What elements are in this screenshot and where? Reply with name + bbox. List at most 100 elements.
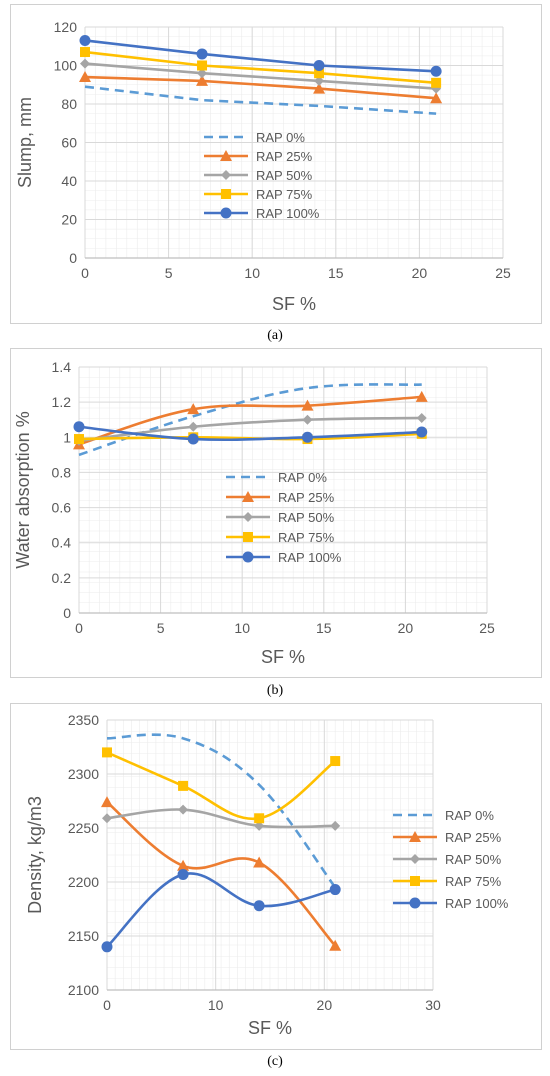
y-tick-label: 60	[61, 135, 77, 151]
x-tick-label: 0	[81, 265, 89, 281]
series-line-rap-100	[84, 39, 437, 73]
x-tick-label: 20	[398, 620, 414, 636]
series-line-rap-50	[106, 808, 336, 829]
y-tick-label: 20	[61, 212, 77, 228]
y-axis-title: Water absorption %	[13, 411, 33, 568]
legend-label: RAP 50%	[256, 168, 313, 183]
y-tick-label: 80	[61, 96, 77, 112]
data-point	[196, 48, 208, 60]
y-tick-label: 0.6	[52, 500, 72, 516]
legend-label: RAP 75%	[445, 874, 502, 889]
x-tick-label: 10	[244, 265, 260, 281]
chart-panel-c: 2100 2150 2200 2250 2300 2350 0 10 20 30 SF % Densi…	[10, 703, 542, 1050]
data-point	[102, 747, 112, 758]
series-line-rap-0	[84, 85, 437, 115]
data-point	[416, 426, 428, 438]
y-tick-label: 2300	[68, 766, 99, 782]
x-tick-label: 30	[425, 997, 441, 1013]
water-absorption-chart: 0 0.2 0.4 0.6 0.8 1 1.2 1.4 0 5 10 15 20 25 SF % Water …	[13, 359, 495, 667]
series-line-rap-75	[84, 50, 437, 85]
series-rap-100	[79, 34, 442, 77]
legend-label: RAP 75%	[278, 530, 335, 545]
y-tick-label: 0.8	[52, 464, 72, 480]
chart-panel-b: 0 0.2 0.4 0.6 0.8 1 1.2 1.4 0 5 10 15 20 25 SF % Water …	[10, 348, 542, 678]
data-point	[178, 804, 189, 815]
legend-marker	[243, 532, 253, 542]
x-tick-label: 5	[165, 265, 173, 281]
x-tick-label: 15	[316, 620, 332, 636]
data-point	[301, 431, 313, 443]
y-tick-label: 40	[61, 173, 77, 189]
data-point	[416, 412, 427, 423]
data-point	[302, 414, 313, 425]
x-tick-label: 10	[208, 997, 224, 1013]
y-tick-label: 2250	[68, 820, 99, 836]
series-rap-50	[102, 804, 341, 831]
series-line-rap-0	[106, 733, 337, 889]
series-rap-75	[102, 747, 341, 824]
series-rap-25	[79, 71, 443, 104]
data-point	[253, 856, 266, 868]
legend-marker	[242, 491, 254, 502]
data-point	[178, 780, 189, 791]
legend-label: RAP 75%	[256, 187, 313, 202]
legend-marker	[409, 897, 421, 909]
data-point	[313, 60, 325, 71]
x-tick-label: 10	[234, 620, 250, 636]
x-tick-label: 0	[103, 997, 111, 1013]
data-point	[187, 403, 200, 415]
series-rap-100	[101, 868, 341, 953]
series-line-rap-75	[106, 751, 336, 821]
data-point	[431, 77, 442, 88]
series-line-rap-25	[78, 395, 422, 446]
series-rap-50	[80, 58, 442, 94]
y-axis-title: Slump, mm	[15, 97, 35, 188]
legend-marker	[221, 170, 231, 180]
data-point	[79, 71, 91, 83]
legend-marker	[220, 207, 232, 219]
series-rap-75	[74, 428, 427, 445]
caption-b: (b)	[266, 683, 284, 698]
caption-c: (c)	[267, 1054, 283, 1069]
y-tick-label: 0	[63, 605, 71, 621]
axes: 0 0.2 0.4 0.6 0.8 1 1.2 1.4 0 5 10 15 20 25	[52, 359, 495, 636]
legend: RAP 0% RAP 25% RAP 50% RAP 75% RAP 100%	[226, 470, 342, 565]
density-chart: 2100 2150 2200 2250 2300 2350 0 10 20 30 SF % Densi…	[25, 712, 509, 1038]
series-rap-50	[74, 412, 427, 446]
series-line-rap-25	[106, 801, 337, 947]
x-axis-title: SF %	[261, 647, 305, 667]
data-point	[187, 433, 199, 445]
legend-label: RAP 25%	[278, 490, 335, 505]
data-point	[329, 884, 341, 896]
legend-label: RAP 100%	[278, 550, 342, 565]
legend-label: RAP 100%	[256, 206, 320, 221]
legend-label: RAP 25%	[256, 149, 313, 164]
series-rap-0	[84, 85, 437, 115]
series-rap-75	[80, 47, 442, 88]
data-point	[313, 82, 326, 94]
x-axis-title: SF %	[248, 1018, 292, 1038]
y-tick-label: 0	[69, 250, 77, 266]
y-tick-label: 1.4	[52, 359, 72, 375]
x-axis-title: SF %	[272, 294, 316, 314]
y-axis-title: Density, kg/m3	[25, 796, 45, 914]
minor-grid	[106, 719, 434, 991]
data-point	[415, 390, 428, 402]
data-point	[430, 92, 443, 104]
legend-marker	[410, 854, 420, 864]
data-point	[314, 68, 325, 79]
legend-label: RAP 0%	[445, 808, 494, 823]
legend-marker	[243, 512, 253, 522]
y-tick-label: 2350	[68, 712, 99, 728]
legend-label: RAP 25%	[445, 830, 502, 845]
data-point	[330, 820, 341, 831]
data-point	[253, 900, 265, 912]
data-point	[330, 756, 341, 767]
series-line-rap-100	[106, 872, 336, 948]
data-point	[101, 941, 113, 953]
legend-label: RAP 50%	[278, 510, 335, 525]
slump-chart: 0 20 40 60 80 100 120 0 5 10 15 20 25 SF % Slump, mm RA…	[15, 19, 511, 314]
legend-marker	[410, 876, 420, 886]
series-line-rap-100	[78, 425, 422, 442]
y-tick-label: 0.4	[52, 535, 72, 551]
